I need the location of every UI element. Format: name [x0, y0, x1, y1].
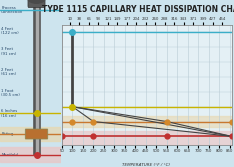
Bar [62, 116, 232, 127]
Text: 3 Feet
(91 cm): 3 Feet (91 cm) [1, 47, 16, 56]
Bar [62, 131, 232, 145]
Text: 6 Inches
(16 cm): 6 Inches (16 cm) [1, 109, 18, 118]
Text: 1 Foot
(30.5 cm): 1 Foot (30.5 cm) [1, 89, 20, 97]
Text: 2 Feet
(61 cm): 2 Feet (61 cm) [1, 68, 16, 76]
FancyBboxPatch shape [28, 0, 45, 8]
Text: Manifold: Manifold [1, 153, 18, 157]
Text: TEMPERATURE (°F / °C): TEMPERATURE (°F / °C) [122, 163, 170, 167]
Text: TYPE 1115 CAPILLARY HEAT DISSIPATION CHART: TYPE 1115 CAPILLARY HEAT DISSIPATION CHA… [42, 5, 234, 14]
Ellipse shape [27, 0, 46, 3]
Text: 4 Feet
(122 cm): 4 Feet (122 cm) [1, 27, 19, 35]
Text: Fitting: Fitting [1, 132, 14, 136]
Bar [0, 127, 61, 141]
FancyBboxPatch shape [25, 129, 48, 139]
Bar [0, 147, 61, 162]
Text: Process
Connection: Process Connection [1, 6, 24, 15]
